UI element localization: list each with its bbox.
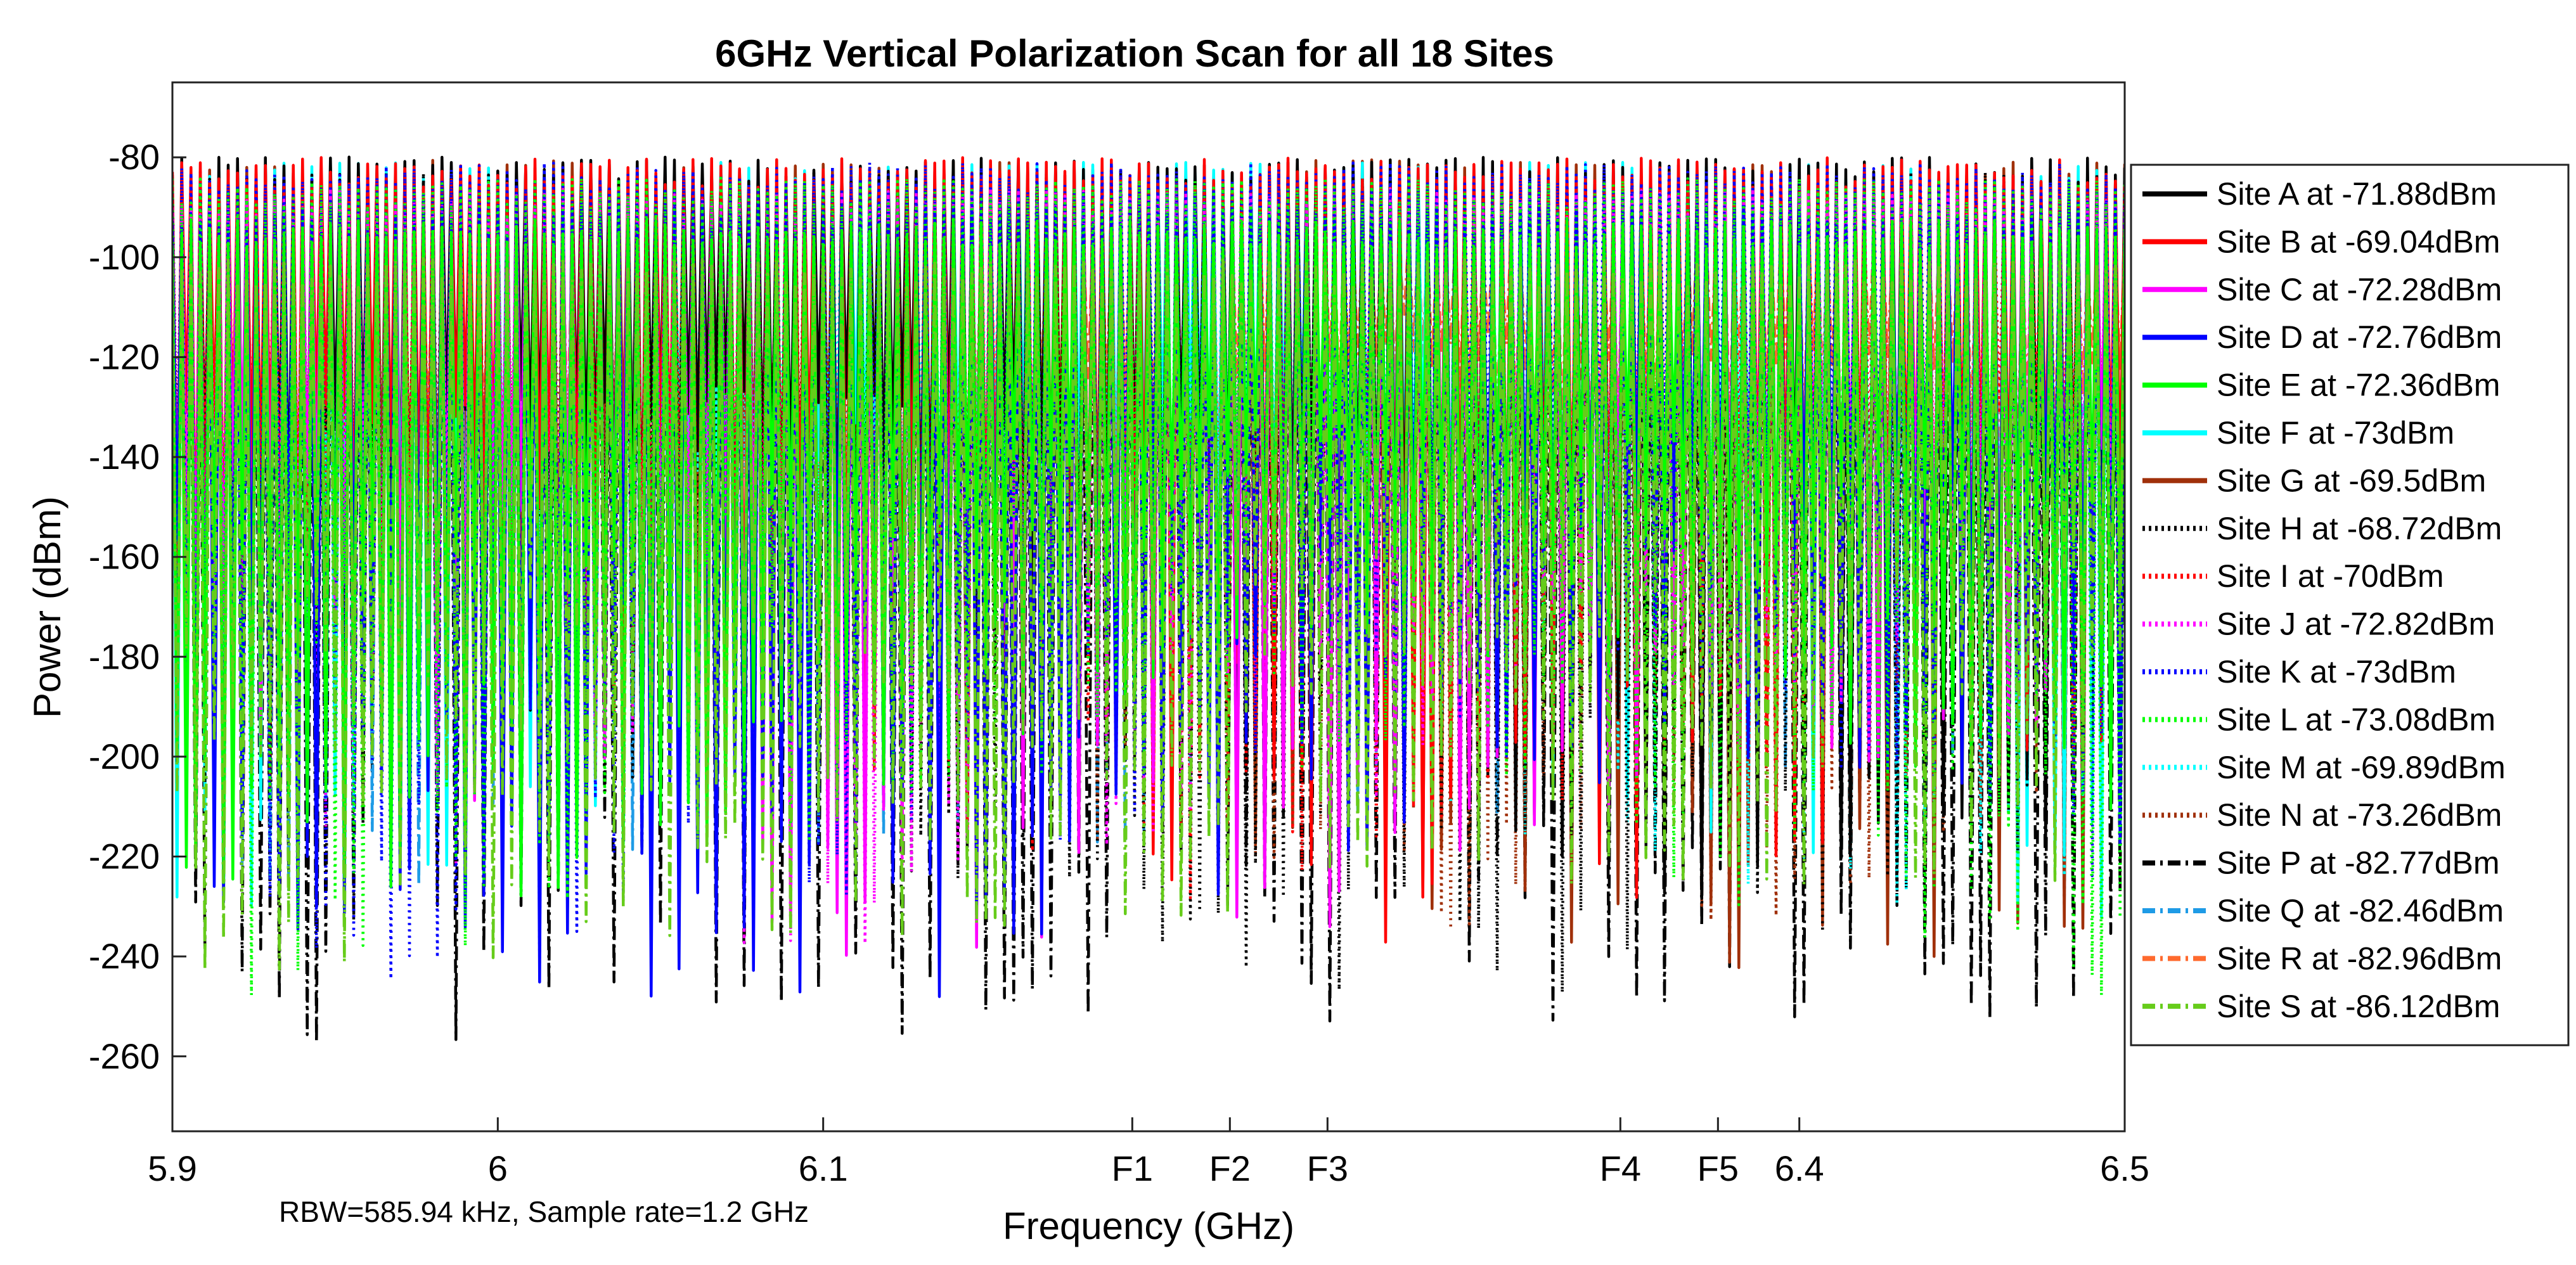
- y-tick-label: -120: [89, 337, 160, 376]
- legend: Site A at -71.88dBm Site B at -69.04dBm Si…: [2130, 164, 2570, 1046]
- x-tick-label: F2: [1209, 1148, 1251, 1188]
- legend-entry: Site C at -72.28dBm: [2217, 272, 2502, 307]
- x-tick-label: 6.4: [1775, 1148, 1824, 1188]
- x-tick-label: 6.5: [2100, 1148, 2149, 1188]
- y-tick-label: -180: [89, 636, 160, 676]
- legend-entry: Site J at -72.82dBm: [2217, 607, 2495, 642]
- x-tick-label: F3: [1307, 1148, 1348, 1188]
- y-tick-label: -200: [89, 736, 160, 776]
- y-axis: -80 -100 -120 -140 -160 -180 -200 -220 -240 -260: [89, 137, 186, 1076]
- y-tick-label: -220: [89, 837, 160, 877]
- legend-entry: Site F at -73dBm: [2217, 415, 2454, 451]
- legend-entry: Site L at -73.08dBm: [2217, 702, 2496, 737]
- x-tick-label: F1: [1112, 1148, 1153, 1188]
- legend-entry: Site E at -72.36dBm: [2217, 368, 2500, 403]
- legend-entry: Site K at -73dBm: [2217, 654, 2456, 690]
- x-tick-label: 6: [488, 1148, 508, 1188]
- y-tick-label: -240: [89, 936, 160, 976]
- legend-box: [2130, 164, 2570, 1046]
- legend-entry: Site D at -72.76dBm: [2217, 319, 2502, 355]
- series-line: [172, 256, 2125, 971]
- legend-entry: Site P at -82.77dBm: [2217, 845, 2500, 881]
- y-tick-label: -260: [89, 1036, 160, 1076]
- legend-entry: Site H at -68.72dBm: [2217, 511, 2502, 546]
- legend-entry: Site Q at -82.46dBm: [2217, 893, 2504, 928]
- legend-entry: Site I at -70dBm: [2217, 558, 2444, 594]
- x-tick-label: F4: [1600, 1148, 1641, 1188]
- legend-entry: Site N at -73.26dBm: [2217, 797, 2502, 833]
- y-axis-label: Power (dBm): [26, 496, 68, 718]
- plot-frame: [171, 81, 2126, 1133]
- series-line: [172, 176, 2125, 997]
- legend-entry: Site B at -69.04dBm: [2217, 224, 2500, 259]
- chart-title: 6GHz Vertical Polarization Scan for all …: [715, 32, 1554, 75]
- x-tick-label: 6.1: [799, 1148, 848, 1188]
- series-layer: [172, 155, 2125, 1044]
- legend-entry: Site R at -82.96dBm: [2217, 941, 2502, 976]
- x-axis-label: Frequency (GHz): [1003, 1205, 1294, 1247]
- legend-entry: Site A at -71.88dBm: [2217, 176, 2497, 212]
- legend-entry: Site S at -86.12dBm: [2217, 989, 2500, 1024]
- y-tick-label: -100: [89, 237, 160, 277]
- x-axis: 5.9 6 6.1 F1 F2 F3 F4 F5 6.4 6.5: [148, 1117, 2149, 1188]
- y-tick-label: -140: [89, 437, 160, 477]
- y-tick-label: -80: [108, 137, 160, 177]
- legend-entry: Site M at -69.89dBm: [2217, 750, 2506, 785]
- legend-entry: Site G at -69.5dBm: [2217, 463, 2486, 498]
- y-tick-label: -160: [89, 537, 160, 577]
- x-tick-label: 5.9: [148, 1148, 197, 1188]
- rbw-annotation: RBW=585.94 kHz, Sample rate=1.2 GHz: [279, 1195, 809, 1228]
- x-tick-label: F5: [1697, 1148, 1739, 1188]
